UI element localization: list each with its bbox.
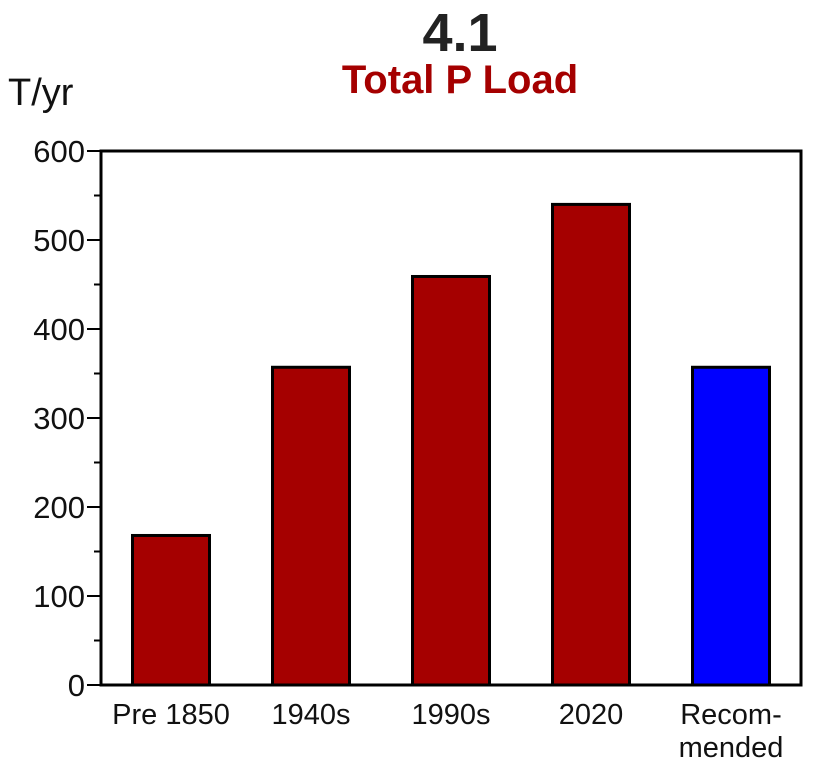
bar-3 [551,202,631,687]
y-tick-label: 300 [33,401,85,436]
y-tick-label: 200 [33,490,85,525]
x-category-label: mended [679,732,784,764]
bar-4 [691,365,771,687]
y-axis-unit-label: T/yr [8,72,74,114]
bar-2 [411,274,491,687]
y-tick-label: 0 [68,668,85,703]
chart-title: Total P Load [341,58,579,102]
bar-1 [271,365,351,687]
y-tick-label: 100 [33,579,85,614]
y-tick-label: 400 [33,312,85,347]
x-category-label: 1940s [271,699,350,731]
figure-number: 4.1 [422,3,498,63]
x-category-label: 2020 [559,699,624,731]
bar-0 [131,533,211,687]
x-category-label: 1990s [411,699,490,731]
x-category-label: Recom- [680,699,782,731]
x-category-label: Pre 1850 [112,699,230,731]
y-tick-label: 500 [33,223,85,258]
y-tick-label: 600 [33,134,85,169]
